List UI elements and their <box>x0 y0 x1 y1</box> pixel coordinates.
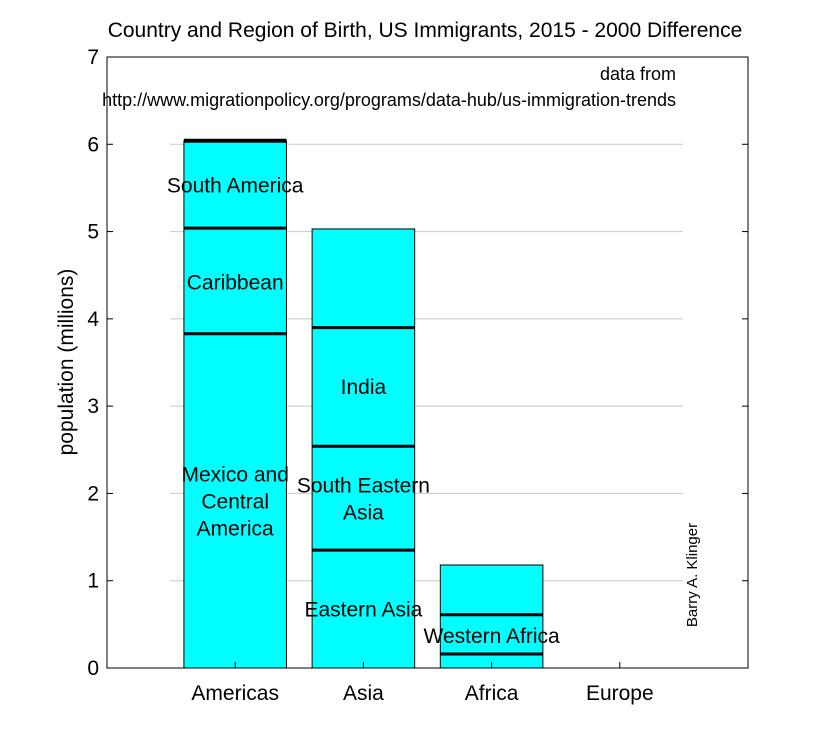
segment-label: Asia <box>343 501 384 524</box>
source-note-line2: http://www.migrationpolicy.org/programs/… <box>102 90 676 110</box>
segment-label: South Eastern <box>297 474 430 497</box>
y-tick-label: 5 <box>87 221 99 244</box>
segment-label: South America <box>167 174 304 197</box>
x-tick-label: Americas <box>191 682 279 705</box>
y-tick-label: 4 <box>87 308 99 331</box>
bar-americas <box>183 140 287 669</box>
segment-label: Caribbean <box>187 271 284 294</box>
chart-title: Country and Region of Birth, US Immigran… <box>108 19 743 42</box>
x-tick-label: Europe <box>586 682 654 705</box>
x-tick-label: Asia <box>343 682 384 705</box>
y-tick-label: 6 <box>87 133 99 156</box>
segment-label: Western Africa <box>424 625 560 648</box>
y-tick-label: 7 <box>87 46 99 69</box>
bar-asia <box>311 228 416 669</box>
y-tick-label: 3 <box>87 395 99 418</box>
plot-frame <box>106 56 749 669</box>
y-tick-label: 2 <box>87 482 99 505</box>
segment-label: Central <box>201 490 269 513</box>
y-tick-label: 1 <box>87 570 99 593</box>
y-tick-label: 0 <box>87 657 99 680</box>
segment-label: America <box>197 517 274 540</box>
segment-label: Eastern Asia <box>304 599 422 622</box>
source-note-line1: data from <box>600 64 676 84</box>
bar-africa <box>439 564 544 669</box>
y-axis-label: population (millions) <box>55 269 78 456</box>
x-tick-label: Africa <box>465 682 519 705</box>
segment-label: India <box>341 376 387 399</box>
author-credit: Barry A. Klinger <box>684 523 701 627</box>
segment-label: Mexico and <box>182 463 289 486</box>
